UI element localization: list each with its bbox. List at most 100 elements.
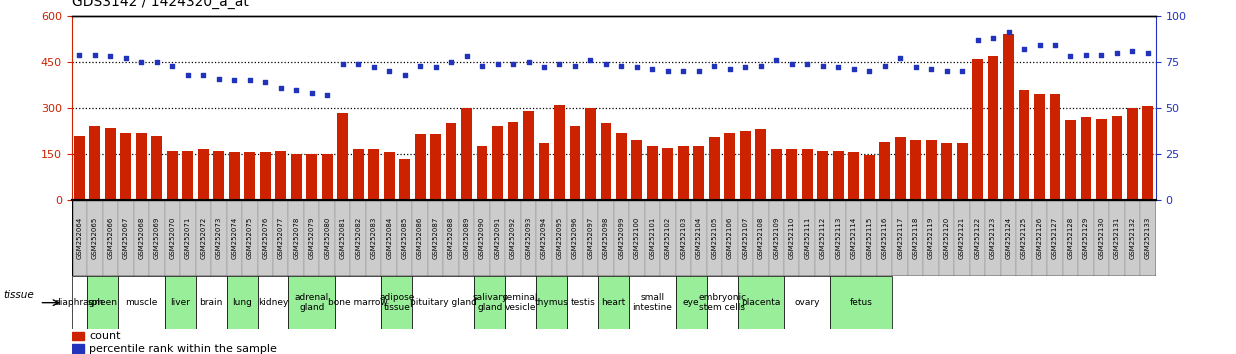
Text: GSM252119: GSM252119 bbox=[928, 217, 934, 259]
Point bbox=[565, 63, 585, 68]
Text: GSM252130: GSM252130 bbox=[1099, 217, 1105, 259]
Bar bbox=[319, 200, 335, 276]
Bar bbox=[461, 108, 472, 200]
Bar bbox=[288, 276, 335, 329]
Point bbox=[379, 68, 399, 74]
Point bbox=[394, 72, 414, 78]
Point bbox=[271, 85, 290, 91]
Bar bbox=[1094, 200, 1109, 276]
Text: GSM252129: GSM252129 bbox=[1083, 217, 1089, 259]
Text: GSM252120: GSM252120 bbox=[943, 217, 949, 259]
Bar bbox=[738, 276, 784, 329]
Bar bbox=[489, 200, 506, 276]
Bar bbox=[1063, 200, 1078, 276]
Bar bbox=[876, 200, 892, 276]
Point bbox=[534, 65, 554, 70]
Bar bbox=[892, 200, 908, 276]
Text: GSM252072: GSM252072 bbox=[200, 217, 206, 259]
Point bbox=[1122, 48, 1142, 54]
Bar bbox=[89, 126, 100, 200]
Text: muscle: muscle bbox=[125, 298, 157, 307]
Point bbox=[85, 52, 105, 57]
Bar bbox=[740, 131, 750, 200]
Text: adrenal
gland: adrenal gland bbox=[294, 293, 329, 312]
Point bbox=[131, 59, 151, 65]
Bar bbox=[506, 200, 520, 276]
Bar bbox=[382, 276, 413, 329]
Point bbox=[503, 61, 523, 67]
Bar bbox=[119, 276, 164, 329]
Text: GSM252108: GSM252108 bbox=[758, 217, 764, 259]
Point bbox=[1091, 52, 1111, 57]
Bar bbox=[1018, 90, 1030, 200]
Bar bbox=[815, 200, 831, 276]
Point bbox=[859, 68, 879, 74]
Point bbox=[193, 72, 213, 78]
Bar bbox=[1142, 107, 1153, 200]
Point bbox=[890, 56, 910, 61]
Bar bbox=[784, 200, 800, 276]
Text: GSM252114: GSM252114 bbox=[850, 217, 857, 259]
Point bbox=[906, 65, 926, 70]
Text: lung: lung bbox=[232, 298, 252, 307]
Bar bbox=[352, 149, 363, 200]
Text: heart: heart bbox=[602, 298, 625, 307]
Text: GSM252127: GSM252127 bbox=[1052, 217, 1058, 259]
Text: GSM252092: GSM252092 bbox=[510, 217, 515, 259]
Point bbox=[875, 63, 895, 68]
Bar bbox=[908, 200, 923, 276]
Bar bbox=[845, 200, 861, 276]
Text: GDS3142 / 1424320_a_at: GDS3142 / 1424320_a_at bbox=[72, 0, 248, 9]
Bar bbox=[786, 149, 797, 200]
Bar bbox=[245, 153, 255, 200]
Bar bbox=[585, 108, 596, 200]
Text: fetus: fetus bbox=[850, 298, 873, 307]
Bar bbox=[1065, 120, 1075, 200]
Bar bbox=[211, 200, 226, 276]
Point bbox=[782, 61, 802, 67]
Bar bbox=[800, 200, 815, 276]
Bar bbox=[136, 132, 147, 200]
Bar bbox=[691, 200, 707, 276]
Bar bbox=[970, 200, 985, 276]
Bar bbox=[383, 153, 394, 200]
Bar bbox=[784, 276, 831, 329]
Text: GSM252076: GSM252076 bbox=[262, 217, 268, 259]
Text: GSM252064: GSM252064 bbox=[77, 217, 83, 259]
Text: GSM252085: GSM252085 bbox=[402, 217, 408, 259]
Text: GSM252089: GSM252089 bbox=[464, 217, 470, 259]
Point bbox=[162, 63, 182, 68]
Bar bbox=[923, 200, 939, 276]
Bar bbox=[1032, 200, 1047, 276]
Point bbox=[643, 67, 662, 72]
Text: GSM252109: GSM252109 bbox=[774, 217, 779, 259]
Point bbox=[519, 59, 539, 65]
Bar bbox=[103, 200, 119, 276]
Point bbox=[178, 72, 198, 78]
Bar bbox=[444, 200, 459, 276]
Text: GSM252110: GSM252110 bbox=[789, 217, 795, 259]
Bar bbox=[722, 200, 738, 276]
Text: count: count bbox=[89, 331, 120, 341]
Point bbox=[550, 61, 570, 67]
Bar bbox=[242, 200, 257, 276]
Bar bbox=[508, 122, 518, 200]
Point bbox=[69, 52, 89, 57]
Bar bbox=[646, 146, 658, 200]
Bar bbox=[72, 332, 84, 341]
Bar bbox=[1109, 200, 1125, 276]
Point bbox=[349, 61, 368, 67]
Point bbox=[332, 61, 352, 67]
Bar bbox=[861, 200, 876, 276]
Bar bbox=[988, 56, 999, 200]
Text: GSM252088: GSM252088 bbox=[449, 217, 454, 259]
Bar bbox=[72, 276, 88, 329]
Point bbox=[302, 90, 321, 96]
Point bbox=[719, 67, 739, 72]
Bar bbox=[195, 200, 211, 276]
Text: GSM252079: GSM252079 bbox=[309, 217, 315, 259]
Bar bbox=[133, 200, 150, 276]
Bar bbox=[1140, 200, 1156, 276]
Text: GSM252093: GSM252093 bbox=[525, 217, 531, 259]
Bar bbox=[1080, 117, 1091, 200]
